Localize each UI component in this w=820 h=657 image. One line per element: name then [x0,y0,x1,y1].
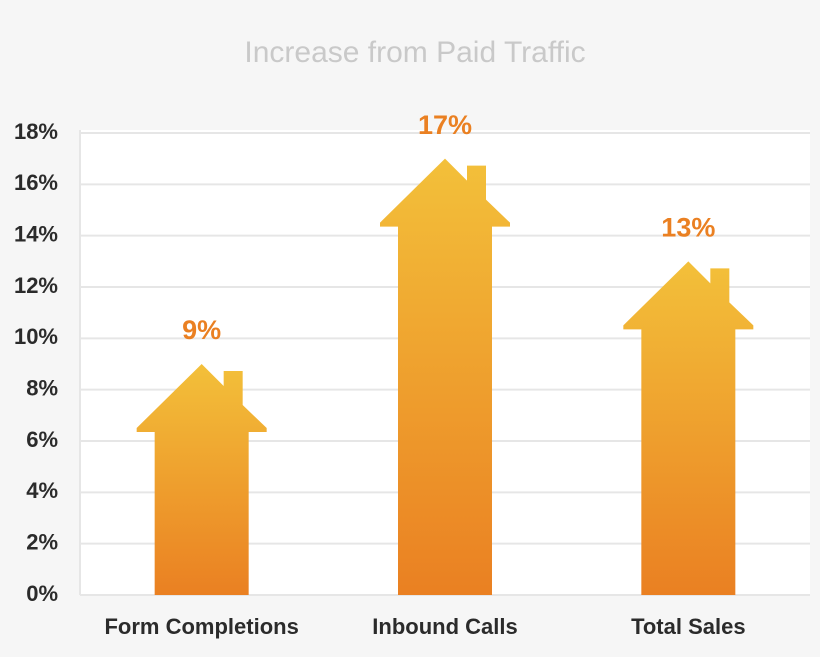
bar [380,158,510,595]
chart-title: Increase from Paid Traffic [244,36,585,69]
y-tick-label: 8% [26,375,58,400]
y-tick-label: 0% [26,581,58,606]
y-tick-label: 14% [14,221,58,246]
y-tick-label: 6% [26,427,58,452]
y-tick-label: 12% [14,273,58,298]
y-tick-label: 16% [14,170,58,195]
value-label: 9% [182,315,221,345]
bar [136,364,267,595]
x-tick-label: Inbound Calls [372,614,517,639]
y-tick-label: 10% [14,324,58,349]
value-label: 17% [418,110,472,140]
x-tick-label: Total Sales [631,614,746,639]
value-label: 13% [661,212,715,242]
y-tick-label: 2% [26,529,58,554]
x-tick-label: Form Completions [104,614,298,639]
bar [623,261,754,595]
y-tick-label: 4% [26,478,58,503]
y-tick-label: 18% [14,119,58,144]
